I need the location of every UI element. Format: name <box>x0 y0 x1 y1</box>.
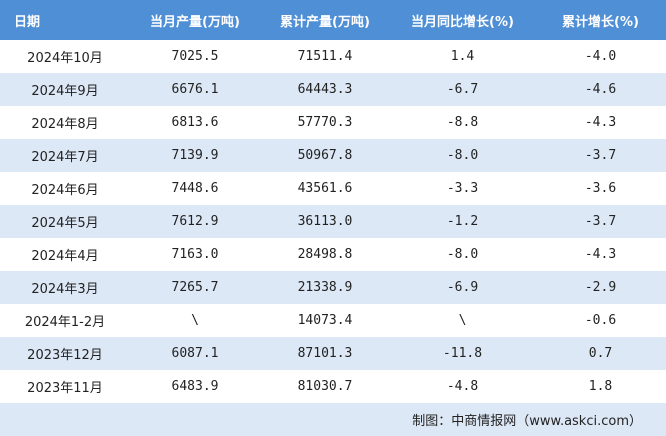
table-row: 2023年11月 6483.9 81030.7 -4.8 1.8 <box>0 370 666 403</box>
header-cell: 当月产量(万吨) <box>130 0 260 40</box>
value-cell: \ <box>191 313 199 328</box>
value-cell: 7265.7 <box>130 271 260 304</box>
table-row: 2024年9月 6676.1 64443.3 -6.7 -4.6 <box>0 73 666 106</box>
date-cell: 2024年8月 <box>31 117 99 132</box>
value-cell: -11.8 <box>390 337 535 370</box>
table-row: 2023年12月 6087.1 87101.3 -11.8 0.7 <box>0 337 666 370</box>
value-cell: 7025.5 <box>171 49 219 64</box>
value-cell: 6483.9 <box>171 379 219 394</box>
table-row: 2024年8月 6813.6 57770.3 -8.8 -4.3 <box>0 106 666 139</box>
value-cell: 6087.1 <box>130 337 260 370</box>
table-row: 2024年4月 7163.0 28498.8 -8.0 -4.3 <box>0 238 666 271</box>
value-cell: 6676.1 <box>130 73 260 106</box>
header-cell: 累计产量(万吨) <box>260 0 390 40</box>
value-cell: 7612.9 <box>130 205 260 238</box>
value-cell: 81030.7 <box>297 379 353 394</box>
value-cell: -8.0 <box>446 247 479 262</box>
value-cell: 28498.8 <box>297 247 353 262</box>
table-row: 2024年3月 7265.7 21338.9 -6.9 -2.9 <box>0 271 666 304</box>
value-cell: 21338.9 <box>260 271 390 304</box>
value-cell: 7163.0 <box>171 247 219 262</box>
table-row: 2024年5月 7612.9 36113.0 -1.2 -3.7 <box>0 205 666 238</box>
date-cell: 2024年6月 <box>31 183 99 198</box>
value-cell: -4.3 <box>584 247 617 262</box>
table-row: 2024年10月 7025.5 71511.4 1.4 -4.0 <box>0 40 666 73</box>
table-row: 2024年7月 7139.9 50967.8 -8.0 -3.7 <box>0 139 666 172</box>
header-cell: 日期 <box>0 0 130 40</box>
value-cell: 0.7 <box>535 337 666 370</box>
value-cell: 1.8 <box>588 379 613 394</box>
value-cell: 43561.6 <box>297 181 353 196</box>
value-cell: 50967.8 <box>260 139 390 172</box>
value-cell: 7448.6 <box>171 181 219 196</box>
value-cell: -6.9 <box>390 271 535 304</box>
value-cell: 1.4 <box>450 49 475 64</box>
table-row: 2024年6月 7448.6 43561.6 -3.3 -3.6 <box>0 172 666 205</box>
header-row: 日期 当月产量(万吨) 累计产量(万吨) 当月同比增长(%) 累计增长(%) <box>0 0 666 40</box>
value-cell: 87101.3 <box>260 337 390 370</box>
value-cell: -1.2 <box>390 205 535 238</box>
value-cell: 64443.3 <box>260 73 390 106</box>
table-body: 2024年10月 7025.5 71511.4 1.4 -4.0 2024年9月 6676.… <box>0 40 666 436</box>
header-cell: 当月同比增长(%) <box>390 0 535 40</box>
source-note: 制图：中商情报网（www.askci.com） <box>0 403 666 436</box>
value-cell: -8.0 <box>390 139 535 172</box>
date-cell: 2024年9月 <box>0 73 130 106</box>
date-cell: 2023年12月 <box>0 337 130 370</box>
value-cell: -3.3 <box>446 181 479 196</box>
value-cell: -3.7 <box>535 139 666 172</box>
value-cell: 14073.4 <box>297 313 353 328</box>
value-cell: 71511.4 <box>297 49 353 64</box>
header-cell: 累计增长(%) <box>535 0 666 40</box>
value-cell: -3.7 <box>535 205 666 238</box>
value-cell: \ <box>458 313 467 328</box>
value-cell: 36113.0 <box>260 205 390 238</box>
value-cell: -2.9 <box>535 271 666 304</box>
date-cell: 2024年3月 <box>0 271 130 304</box>
value-cell: 7139.9 <box>130 139 260 172</box>
date-cell: 2024年7月 <box>0 139 130 172</box>
table-row: 2024年1-2月 \ 14073.4 \ -0.6 <box>0 304 666 337</box>
value-cell: -3.6 <box>584 181 617 196</box>
value-cell: -8.8 <box>446 115 479 130</box>
value-cell: -4.8 <box>446 379 479 394</box>
date-cell: 2024年10月 <box>27 51 103 66</box>
value-cell: -4.3 <box>584 115 617 130</box>
date-cell: 2024年5月 <box>0 205 130 238</box>
value-cell: 6813.6 <box>171 115 219 130</box>
value-cell: -4.6 <box>535 73 666 106</box>
date-cell: 2023年11月 <box>27 381 103 396</box>
value-cell: -4.0 <box>584 49 617 64</box>
source-row: 制图：中商情报网（www.askci.com） <box>0 403 666 436</box>
date-cell: 2024年4月 <box>31 249 99 264</box>
value-cell: 57770.3 <box>297 115 353 130</box>
value-cell: -0.6 <box>584 313 617 328</box>
value-cell: -6.7 <box>390 73 535 106</box>
date-cell: 2024年1-2月 <box>24 315 106 330</box>
